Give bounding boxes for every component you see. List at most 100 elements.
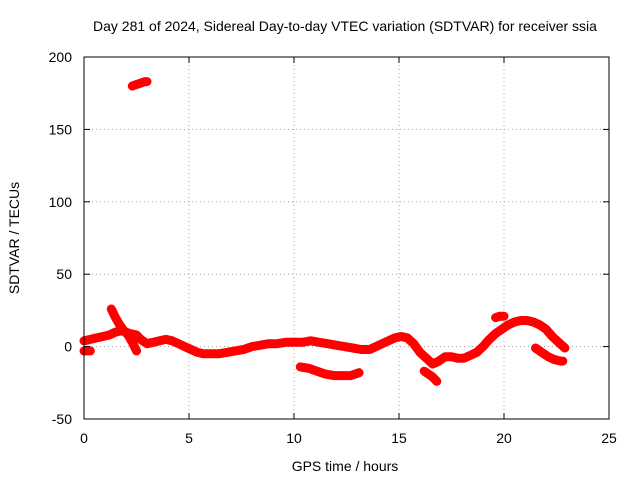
data-point (298, 338, 307, 347)
data-point (491, 329, 500, 338)
data-point (332, 341, 340, 350)
data-point (529, 317, 538, 326)
data-point (365, 345, 374, 354)
data-point (497, 325, 506, 334)
data-point (111, 313, 120, 322)
data-point (136, 79, 145, 88)
data-point (432, 377, 441, 386)
data-point (290, 338, 298, 347)
data-point (149, 338, 158, 347)
data-point (180, 342, 189, 351)
series-sdtvar-start-low (79, 346, 95, 356)
y-tick-label: 200 (49, 49, 73, 65)
data-point (491, 313, 500, 322)
data-point (340, 342, 349, 351)
data-point (472, 348, 481, 357)
data-point (222, 348, 231, 357)
data-point (544, 352, 553, 361)
data-point (321, 370, 330, 379)
data-point (313, 367, 322, 376)
data-point (447, 352, 456, 361)
data-point (161, 335, 170, 344)
grid-layer (84, 57, 609, 419)
data-point (239, 345, 248, 354)
series-sdtvar-outlier (127, 77, 152, 91)
data-point (357, 345, 366, 354)
data-point (124, 331, 133, 340)
y-tick-label: 0 (64, 339, 72, 355)
data-point (119, 326, 128, 335)
data-point (187, 345, 196, 354)
series-sdtvar-dip-16-17 (419, 366, 442, 386)
data-point (460, 354, 469, 363)
data-layer (79, 77, 570, 386)
data-point (132, 331, 141, 340)
series-sdtvar-main (79, 316, 570, 369)
data-point (136, 335, 145, 344)
data-point (304, 364, 313, 373)
data-point (143, 339, 151, 348)
x-tick-label: 10 (286, 430, 302, 446)
data-point (105, 331, 114, 340)
data-point (390, 333, 399, 342)
data-point (193, 348, 202, 357)
data-point (479, 342, 487, 351)
data-point (428, 359, 437, 368)
data-point (323, 339, 332, 348)
chart-title: Day 281 of 2024, Sidereal Day-to-day VTE… (93, 18, 597, 34)
axis-layer: 0 5 10 15 20 25 -50 0 50 100 150 200 (49, 49, 617, 446)
data-point (214, 349, 223, 358)
data-point (523, 316, 532, 325)
data-point (384, 336, 393, 345)
data-point (329, 371, 338, 380)
data-point (560, 344, 569, 353)
data-point (397, 332, 406, 341)
data-point (346, 371, 355, 380)
data-point (248, 342, 256, 351)
data-point (535, 320, 544, 329)
series-sdtvar-late-high (491, 311, 509, 323)
data-point (500, 312, 508, 321)
data-point (416, 348, 424, 357)
data-point (466, 351, 475, 360)
data-point (98, 332, 107, 341)
data-point (174, 339, 183, 348)
data-point (155, 336, 164, 345)
data-point (420, 367, 429, 376)
data-point (554, 338, 563, 347)
data-point (558, 357, 567, 366)
data-point (548, 332, 557, 341)
data-point (422, 354, 431, 363)
series-sdtvar-mid-low (295, 362, 364, 381)
series-band (531, 343, 568, 366)
data-point (143, 77, 151, 86)
y-tick-label: -50 (52, 411, 72, 427)
data-point (86, 335, 95, 344)
data-point (378, 339, 387, 348)
data-point (531, 344, 540, 353)
x-axis-label: GPS time / hours (292, 458, 399, 474)
data-point (107, 304, 116, 313)
x-tick-label: 5 (185, 430, 193, 446)
data-point (338, 371, 347, 380)
data-point (355, 368, 364, 377)
data-point (115, 320, 124, 329)
data-point (403, 333, 412, 342)
data-point (111, 328, 120, 337)
data-point (264, 339, 273, 348)
x-tick-label: 25 (601, 430, 617, 446)
y-tick-label: 100 (49, 194, 73, 210)
series-sdtvar-late-low (531, 343, 568, 366)
data-point (306, 336, 315, 345)
x-tick-label: 0 (80, 430, 88, 446)
data-point (231, 346, 240, 355)
data-point (537, 348, 546, 357)
data-point (132, 346, 141, 355)
data-point (428, 373, 437, 382)
data-point (424, 370, 433, 379)
y-axis-label: SDTVAR / TECUs (6, 182, 22, 294)
y-tick-label: 50 (56, 266, 72, 282)
data-point (434, 357, 443, 366)
